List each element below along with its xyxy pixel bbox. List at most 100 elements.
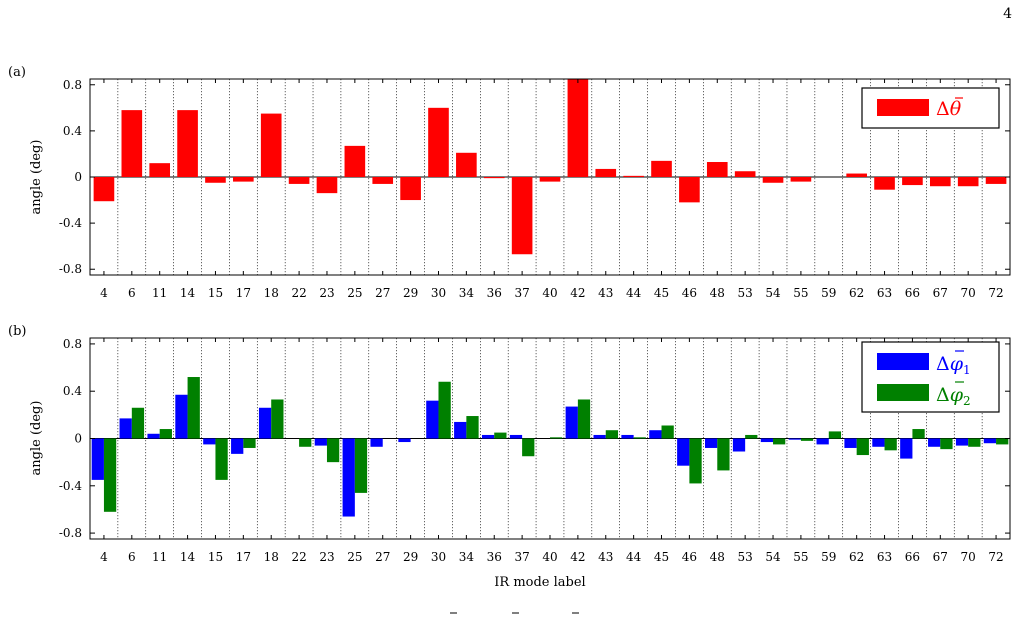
x-tick-label: 36: [487, 286, 502, 300]
x-tick-label: 27: [375, 286, 390, 300]
panel-b-label: (b): [8, 324, 26, 339]
bar-b-s0-mode-34: [454, 421, 467, 439]
bar-b-s1-mode-4: [103, 438, 117, 512]
x-tick-label: 25: [347, 286, 362, 300]
x-tick-label: 43: [598, 550, 613, 564]
x-tick-label: 53: [738, 550, 753, 564]
legend-label-phi1: Δφ1: [936, 353, 971, 377]
bar-b-s1-mode-34: [466, 416, 479, 439]
bar-b-s1-mode-59: [828, 431, 842, 439]
x-tick-label: 46: [682, 286, 697, 300]
bar-b-s0-mode-55: [788, 438, 801, 440]
bar-b-s0-mode-27: [370, 438, 383, 447]
bar-a-s0-mode-43: [595, 168, 617, 177]
bar-b-s0-mode-59: [816, 438, 829, 445]
x-tick-label: 17: [236, 286, 251, 300]
bar-b-s0-mode-6: [119, 418, 132, 439]
panel-a-x-ticks: 4 6 11 14 15 17 18 22 23 25 27 29 30 34 36 37 40 42 43 44 45…: [100, 79, 1004, 300]
bar-a-s0-mode-15: [205, 177, 226, 183]
bar-b-s1-mode-18: [271, 399, 284, 439]
bar-b-s1-mode-6: [131, 407, 145, 439]
y-tick-label: 0.8: [63, 78, 82, 92]
bar-a-s0-mode-42: [567, 79, 589, 177]
bar-a-s0-mode-6: [121, 110, 143, 177]
bar-b-s0-mode-4: [91, 438, 104, 480]
x-tick-label: 48: [710, 550, 725, 564]
panel-b-bars: [91, 377, 1009, 517]
bar-b-s1-mode-23: [326, 438, 340, 463]
bar-b-s1-mode-22: [299, 438, 312, 447]
x-tick-label: 11: [152, 286, 167, 300]
bar-b-s0-mode-54: [760, 438, 774, 443]
bar-a-s0-mode-62: [846, 173, 867, 177]
bar-a-s0-mode-55: [790, 177, 812, 182]
bar-a-s0-mode-70: [957, 177, 979, 187]
x-tick-label: 63: [877, 550, 892, 564]
bar-a-s0-mode-44: [623, 175, 644, 177]
bar-a-s0-mode-63: [874, 177, 895, 190]
y-tick-label: 0: [74, 170, 82, 184]
x-tick-label: 59: [821, 286, 836, 300]
y-tick-label: 0: [74, 432, 82, 446]
bar-b-s0-mode-14: [175, 394, 188, 439]
x-tick-label: 25: [347, 550, 362, 564]
bar-b-s1-mode-15: [215, 438, 228, 480]
bar-b-s1-mode-46: [689, 438, 702, 484]
bar-b-s0-mode-48: [705, 438, 718, 448]
bar-b-s0-mode-29: [398, 438, 411, 443]
bar-a-s0-mode-27: [372, 177, 394, 184]
panel-b: (b) angle (deg) 0.80.40-0.4-0.8 4 6 11 14 15…: [8, 324, 1011, 590]
x-tick-label: 62: [849, 286, 864, 300]
bar-a-s0-mode-40: [539, 177, 561, 182]
y-tick-label: -0.8: [59, 526, 82, 540]
panel-a-y-ticks: 0.8 0.4 0 -0.4 -0.8: [59, 78, 1010, 276]
panel-b-legend-box: [861, 341, 1000, 413]
bar-a-s0-mode-67: [929, 177, 951, 187]
y-tick-label: -0.4: [59, 216, 83, 230]
x-tick-label: 29: [403, 550, 418, 564]
bar-a-s0-mode-18: [260, 113, 282, 177]
bar-b-s0-mode-43: [593, 434, 606, 439]
bar-b-s1-mode-63: [884, 438, 897, 451]
bar-a-s0-mode-11: [149, 163, 171, 177]
bar-b-s1-mode-43: [605, 430, 619, 439]
x-tick-label: 54: [765, 550, 781, 564]
x-tick-label: 27: [375, 550, 390, 564]
x-tick-label: 14: [180, 550, 196, 564]
x-tick-label: 34: [459, 286, 475, 300]
x-tick-label: 62: [849, 550, 864, 564]
bar-b-s1-mode-37: [522, 438, 535, 457]
x-tick-label: 22: [291, 550, 306, 564]
bar-b-s0-mode-17: [231, 438, 244, 454]
bar-b-s1-mode-53: [745, 434, 758, 439]
bar-b-s1-mode-54: [773, 438, 786, 445]
bar-b-s1-mode-66: [912, 429, 925, 439]
page-number: 4: [1003, 6, 1012, 22]
bar-a-s0-mode-22: [288, 177, 310, 184]
bar-b-s1-mode-55: [800, 438, 814, 441]
x-tick-label: 53: [738, 286, 753, 300]
panel-b-x-ticks: 4 6 11 14 15 17 18 22 23 25 27 29 30 34 36 37 40 42 43 44 45…: [100, 338, 1004, 564]
panel-a-ylabel: angle (deg): [29, 140, 44, 215]
bar-b-s1-mode-72: [996, 438, 1009, 445]
bar-a-s0-mode-30: [428, 107, 449, 177]
x-tick-label: 55: [793, 286, 808, 300]
bar-b-s1-mode-36: [494, 432, 507, 439]
x-tick-label: 66: [905, 550, 920, 564]
x-tick-label: 45: [654, 286, 669, 300]
y-tick-label: -0.8: [59, 262, 82, 276]
x-tick-label: 37: [514, 550, 529, 564]
x-tick-label: 29: [403, 286, 418, 300]
bar-b-s0-mode-63: [872, 438, 885, 447]
panel-a-label: (a): [8, 65, 26, 80]
x-tick-label: 72: [988, 286, 1003, 300]
bar-a-s0-mode-72: [985, 177, 1007, 184]
bar-a-s0-mode-29: [400, 177, 421, 201]
x-tick-label: 66: [905, 286, 920, 300]
panel-a-bars: [93, 79, 1007, 255]
x-tick-label: 67: [933, 550, 948, 564]
bar-b-s0-mode-15: [203, 438, 216, 445]
x-tick-label: 55: [793, 550, 808, 564]
bar-b-s1-mode-14: [187, 377, 200, 439]
